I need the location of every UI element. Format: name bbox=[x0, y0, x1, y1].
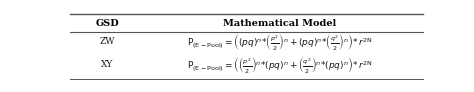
Text: Mathematical Model: Mathematical Model bbox=[223, 19, 336, 28]
Text: GSD: GSD bbox=[95, 19, 119, 28]
Text: $\mathrm{P}_{(\mathrm{E-Pool})} = \left( (pq)^{n} {*} \left(\frac{p^{2}}{2}\righ: $\mathrm{P}_{(\mathrm{E-Pool})} = \left(… bbox=[187, 32, 373, 52]
Text: XY: XY bbox=[101, 60, 113, 69]
Text: ZW: ZW bbox=[99, 37, 115, 46]
Text: $\mathrm{P}_{(\mathrm{E-Pool})} = \left( \left(\frac{p^{2}}{2}\right)^{n} {*}(pq: $\mathrm{P}_{(\mathrm{E-Pool})} = \left(… bbox=[187, 55, 373, 75]
